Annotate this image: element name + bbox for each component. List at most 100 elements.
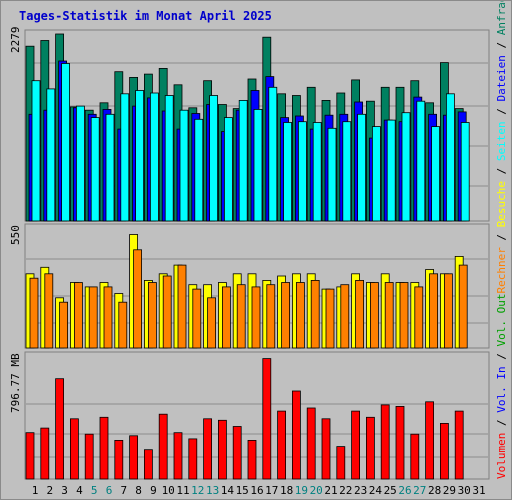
x-tick-label: 27 [413, 484, 426, 497]
x-tick-label: 7 [120, 484, 127, 497]
bar-volumen-day-21 [321, 418, 331, 480]
bar-seiten-day-12 [194, 118, 204, 222]
x-tick-label: 4 [76, 484, 83, 497]
y-max-label-panel-3: 796.77 MB [9, 353, 22, 413]
bar-volumen-day-29 [439, 422, 449, 480]
bar-volumen-day-28 [425, 401, 435, 480]
bar-seiten-day-22 [342, 121, 352, 222]
legend-sep: / [495, 347, 508, 367]
bar-volumen-day-16 [247, 439, 257, 480]
bar-rechner-day-29 [443, 273, 453, 349]
bar-seiten-day-27 [416, 100, 426, 222]
x-tick-label: 21 [324, 484, 337, 497]
x-tick-label: 22 [339, 484, 352, 497]
bar-volumen-day-17 [262, 358, 272, 480]
legend-vol-in: Vol. In [495, 366, 508, 412]
x-tick-label: 12 [191, 484, 204, 497]
y-max-label-panel-2: 550 [9, 225, 22, 245]
bar-rechner-day-11 [177, 264, 187, 349]
bar-rechner-day-20 [310, 279, 320, 349]
bar-seiten-day-8 [135, 90, 145, 222]
legend-seiten: Seiten [495, 121, 508, 161]
bar-volumen-day-5 [84, 433, 94, 480]
bar-volumen-day-2 [40, 427, 50, 480]
bar-seiten-day-29 [445, 93, 455, 222]
bar-seiten-day-14 [223, 117, 233, 222]
x-tick-label: 29 [443, 484, 456, 497]
bar-rechner-day-15 [236, 284, 246, 349]
x-tick-label: 17 [265, 484, 278, 497]
bar-volumen-day-19 [291, 390, 301, 480]
bar-rechner-day-16 [251, 286, 261, 349]
bar-rechner-day-19 [295, 282, 305, 349]
bar-seiten-day-21 [327, 127, 337, 222]
x-tick-label: 26 [398, 484, 411, 497]
bar-rechner-day-30 [458, 264, 468, 349]
bar-rechner-day-2 [44, 273, 54, 349]
legend-anfragen: Anfragen [495, 1, 508, 35]
x-tick-label: 28 [428, 484, 441, 497]
legend-sep: / [495, 227, 508, 247]
bar-volumen-day-9 [143, 449, 153, 480]
x-tick-label: 13 [206, 484, 219, 497]
bar-rechner-day-18 [281, 282, 291, 349]
panel-anfragen: 2279 [9, 27, 490, 222]
bar-rechner-day-21 [325, 288, 335, 349]
x-tick-label: 19 [295, 484, 308, 497]
bar-rechner-day-22 [340, 284, 350, 349]
bar-seiten-day-9 [149, 92, 159, 222]
x-tick-label: 14 [221, 484, 235, 497]
bar-seiten-day-25 [386, 119, 396, 222]
panel-besuche: 550 [9, 223, 490, 349]
legend-vol-out: Vol. Out [495, 294, 508, 347]
bar-seiten-day-17 [268, 86, 278, 222]
bar-rechner-day-4 [74, 282, 83, 349]
x-tick-label: 31 [472, 484, 485, 497]
bar-volumen-day-30 [454, 410, 464, 480]
bar-rechner-day-13 [207, 297, 217, 349]
bar-seiten-day-24 [371, 126, 381, 222]
bar-seiten-day-13 [209, 95, 219, 222]
legend-sep: / [495, 35, 508, 55]
bar-rechner-day-1 [29, 277, 39, 349]
bar-rechner-day-9 [147, 282, 157, 349]
bar-seiten-day-19 [297, 121, 307, 222]
bar-volumen-day-24 [365, 416, 375, 480]
bar-volumen-day-23 [351, 410, 361, 480]
bar-volumen-day-6 [99, 416, 109, 480]
legend-besuche: Besuche [495, 181, 508, 227]
bar-rechner-day-14 [221, 286, 231, 349]
panel-volumen: 796.77 MB [9, 351, 490, 480]
x-tick-label: 18 [280, 484, 293, 497]
bar-seiten-day-18 [283, 122, 293, 222]
bar-volumen-day-7 [114, 439, 124, 480]
bar-seiten-day-7 [120, 93, 130, 222]
bar-seiten-day-1 [31, 80, 41, 222]
bar-rechner-day-7 [118, 301, 128, 349]
legend-dateien: Dateien [495, 55, 508, 101]
bar-rechner-day-28 [429, 273, 439, 349]
chart-title: Tages-Statistik im Monat April 2025 [19, 9, 272, 23]
right-legend: Volumen / Vol. In / Vol. OutRechner / Be… [495, 1, 508, 479]
bar-rechner-day-26 [399, 282, 409, 349]
x-tick-label: 24 [369, 484, 383, 497]
bar-volumen-day-11 [173, 432, 183, 480]
bar-seiten-day-23 [357, 113, 367, 222]
bar-volumen-day-22 [336, 446, 346, 480]
legend-rechner: Rechner [495, 247, 508, 294]
bar-volumen-day-18 [277, 410, 287, 480]
bar-seiten-day-20 [312, 122, 322, 222]
bar-rechner-day-23 [355, 279, 365, 349]
bar-seiten-day-5 [90, 117, 100, 222]
bar-seiten-day-10 [164, 95, 174, 222]
bar-seiten-day-6 [105, 113, 115, 222]
x-tick-label: 11 [176, 484, 189, 497]
x-tick-label: 25 [384, 484, 397, 497]
bar-rechner-day-25 [384, 282, 394, 349]
bar-volumen-day-12 [188, 438, 198, 480]
bar-rechner-day-27 [414, 286, 424, 349]
x-tick-label: 10 [162, 484, 175, 497]
bar-volumen-day-10 [158, 413, 168, 480]
bar-seiten-day-3 [61, 63, 70, 222]
